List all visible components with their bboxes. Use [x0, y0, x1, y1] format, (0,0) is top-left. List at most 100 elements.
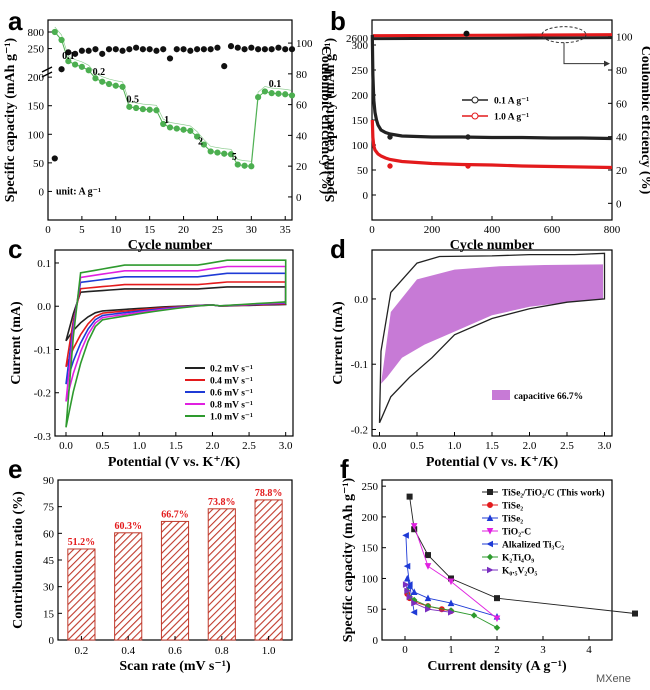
chart-d-xtick-label: 1.5	[485, 440, 499, 452]
chart-e-ytick-label: 45	[43, 555, 55, 567]
chart-b-highlight-ellipse	[541, 26, 587, 44]
chart-a-xtick-label: 25	[212, 224, 224, 236]
chart-e-ytick-label: 75	[43, 502, 55, 514]
chart-d-xtick-label: 0.5	[410, 440, 424, 452]
chart-f-series-point	[405, 581, 413, 588]
chart-b-xtick-label: 400	[484, 224, 501, 236]
chart-f-series-point	[402, 532, 409, 539]
chart-a-capacity-point	[275, 90, 282, 97]
chart-b-ytick-label: 0	[363, 190, 369, 202]
chart-c-xtick-label: 2.0	[206, 440, 220, 452]
panel-label-d: d	[330, 234, 346, 264]
chart-e-ytick-label: 30	[43, 582, 55, 594]
chart-a-capacity-point	[180, 126, 187, 133]
chart-d-legend-label: capacitive 66.7%	[514, 392, 583, 402]
chart-b-ytick-label: 200	[352, 90, 369, 102]
chart-e-xtick-label: 0.2	[75, 645, 89, 657]
chart-e-xlabel: Scan rate (mV s⁻¹)	[119, 659, 231, 674]
chart-f-legend-marker	[486, 528, 494, 535]
chart-a-efficiency-point	[241, 46, 248, 53]
chart-b-legend-label: 1.0 A g⁻¹	[494, 113, 529, 123]
chart-f-legend-marker	[487, 502, 493, 508]
chart-f-xtick-label: 0	[402, 644, 408, 656]
chart-f-series-point	[424, 594, 432, 602]
chart-a-efficiency-point	[51, 155, 58, 162]
chart-b-legend-label: 0.1 A g⁻¹	[494, 97, 529, 107]
chart-b-y2tick-label: 80	[616, 65, 628, 77]
chart-a-xtick-label: 5	[79, 224, 85, 236]
chart-c-frame	[54, 249, 294, 437]
chart-a-rate-label: 2	[198, 137, 203, 148]
chart-a-capacity-point	[146, 106, 153, 113]
chart-f-series-point	[403, 562, 411, 570]
chart-f-ytick-label: 50	[367, 604, 379, 616]
chart-a-unit-note: unit: A g⁻¹	[56, 186, 101, 197]
chart-b-y2tick-label: 40	[616, 132, 628, 144]
chart-e-ytick-label: 15	[43, 608, 55, 620]
chart-e-bar-label: 51.2%	[68, 537, 96, 548]
chart-e-bar-label: 60.3%	[114, 521, 142, 532]
chart-a-ytick-label: 0	[39, 186, 45, 198]
chart-a-efficiency-point	[187, 47, 194, 54]
chart-f-ytick-label: 100	[362, 573, 379, 585]
chart-d-ytick-label: -0.2	[351, 424, 368, 436]
chart-a-rate-label: 0.1	[269, 79, 282, 90]
chart-b-legend-marker	[471, 96, 479, 104]
chart-f-series-point	[410, 523, 418, 530]
chart-e-ytick-label: 60	[43, 528, 55, 540]
chart-b-ytick-label: 150	[352, 115, 369, 127]
chart-a-capacity-point	[99, 78, 106, 85]
chart-a-capacity-point	[92, 75, 99, 82]
chart-d-legend-swatch	[492, 390, 510, 400]
chart-f-series-line	[413, 526, 498, 619]
chart-a-efficiency-point	[261, 46, 268, 53]
chart-f-series-point	[424, 563, 432, 570]
chart-b-y2tick-label: 20	[616, 165, 628, 177]
chart-a-efficiency-point	[146, 46, 153, 53]
chart-b-series-line	[370, 119, 613, 170]
chart-a-ytick-label: 150	[28, 101, 45, 113]
chart-e-xtick-label: 1.0	[262, 645, 276, 657]
chart-a-efficiency-point	[166, 55, 174, 62]
chart-a-xtick-label: 10	[110, 224, 122, 236]
chart-f-legend-marker	[487, 566, 494, 574]
chart-d-capacitive-area	[381, 264, 603, 384]
chart-a-efficiency-point	[72, 50, 79, 57]
chart-b-legend-marker	[471, 112, 479, 120]
chart-a-y2tick-label: 100	[296, 38, 313, 50]
chart-e-bar	[160, 520, 190, 641]
chart-a-efficiency-point	[234, 44, 241, 51]
chart-b-ylabel: Specific capacity (mAh g⁻¹)	[323, 37, 338, 202]
chart-b-y2tick-label: 60	[616, 98, 628, 110]
chart-e-bar-label: 73.8%	[208, 497, 236, 508]
chart-a-efficiency-point	[227, 43, 235, 50]
chart-b-ytick-label: 2600	[346, 33, 369, 45]
chart-f-legend-marker	[487, 489, 493, 495]
panel-label-f: f	[340, 454, 349, 484]
chart-f-series-point	[494, 595, 500, 602]
chart-f-ytick-label: 200	[362, 512, 379, 524]
chart-a-efficiency-point	[221, 63, 228, 70]
chart-a-rate-label: 0.1	[62, 51, 75, 62]
chart-f-xtick-label: 4	[586, 644, 592, 656]
chart-a-capacity-point	[268, 90, 275, 97]
chart-a-capacity-point	[221, 150, 228, 157]
chart-c-ytick-label: 0.1	[37, 258, 51, 270]
chart-d-cv-outline	[378, 252, 606, 424]
chart-c-legend-label: 0.8 mV s⁻¹	[210, 401, 253, 411]
chart-a-capacity-point	[153, 107, 160, 114]
chart-a-capacity-point	[78, 63, 85, 70]
chart-a-efficiency-point	[200, 46, 207, 53]
chart-a-efficiency-point	[139, 46, 146, 53]
chart-a-efficiency-point	[207, 46, 214, 53]
chart-a-efficiency-point	[65, 49, 72, 56]
chart-a-efficiency-point	[58, 66, 65, 73]
chart-f: 0 1 2 3 4 0 50 100 150 200 250 Current density (A g…	[341, 477, 638, 674]
chart-b-arrow	[563, 42, 604, 65]
chart-f-legend-marker	[486, 540, 493, 548]
chart-a-rate-label: 0.5	[126, 94, 139, 105]
chart-f-ylabel: Specific capacity (mAh g⁻¹)	[341, 477, 356, 642]
panel-label-e: e	[8, 454, 22, 484]
chart-b-series-point	[387, 134, 393, 140]
